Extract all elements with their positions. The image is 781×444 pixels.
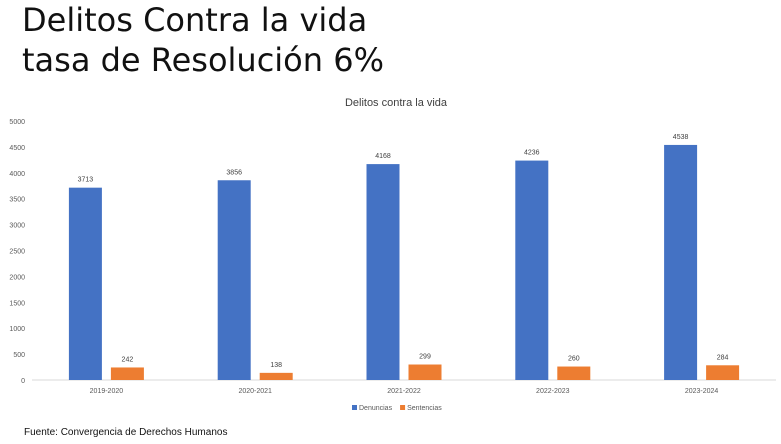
x-tick-label: 2019-2020: [90, 388, 124, 395]
slide-title-line-1: Delitos Contra la vida: [22, 1, 368, 39]
y-tick-label: 1000: [9, 326, 25, 333]
chart-title: Delitos contra la vida: [345, 97, 448, 109]
data-label: 3713: [78, 177, 94, 184]
data-label: 260: [568, 356, 580, 363]
x-tick-label: 2021-2022: [387, 388, 421, 395]
data-label: 4538: [673, 134, 689, 141]
data-label: 284: [717, 354, 729, 361]
data-label: 4236: [524, 150, 540, 157]
data-label: 4168: [375, 153, 391, 160]
data-label: 3856: [226, 169, 242, 176]
y-tick-label: 4500: [9, 145, 25, 152]
y-tick-label: 3500: [9, 197, 25, 204]
legend-label-denuncias: Denuncias: [359, 405, 393, 412]
y-tick-label: 2500: [9, 249, 25, 256]
source-note: Fuente: Convergencia de Derechos Humanos: [24, 427, 228, 438]
bar-sentencias: [259, 372, 293, 380]
legend-swatch-denuncias: [352, 405, 357, 410]
bar-denuncias: [217, 180, 251, 380]
slide-title-line-2: tasa de Resolución 6%: [22, 41, 384, 79]
bar-sentencias: [557, 366, 591, 380]
y-tick-label: 500: [13, 352, 25, 359]
x-tick-label: 2020-2021: [238, 388, 272, 395]
bar-sentencias: [706, 365, 740, 380]
bar-denuncias: [515, 160, 549, 380]
data-label: 299: [419, 354, 431, 361]
legend-label-sentencias: Sentencias: [407, 405, 442, 412]
bar-sentencias: [110, 367, 144, 380]
y-tick-label: 1500: [9, 300, 25, 307]
y-tick-label: 3000: [9, 223, 25, 230]
x-tick-label: 2022-2023: [536, 388, 570, 395]
bar-denuncias: [68, 187, 102, 380]
y-tick-label: 4000: [9, 171, 25, 178]
y-tick-label: 5000: [9, 119, 25, 126]
bar-sentencias: [408, 364, 442, 380]
slide-title: Delitos Contra la vida tasa de Resolució…: [22, 0, 762, 80]
y-tick-label: 2000: [9, 274, 25, 281]
bar-denuncias: [664, 144, 698, 380]
x-tick-label: 2023-2024: [685, 388, 719, 395]
y-tick-label: 0: [21, 378, 25, 385]
legend-swatch-sentencias: [400, 405, 406, 410]
data-label: 242: [122, 356, 134, 363]
data-label: 138: [270, 362, 282, 369]
bar-denuncias: [366, 164, 400, 380]
